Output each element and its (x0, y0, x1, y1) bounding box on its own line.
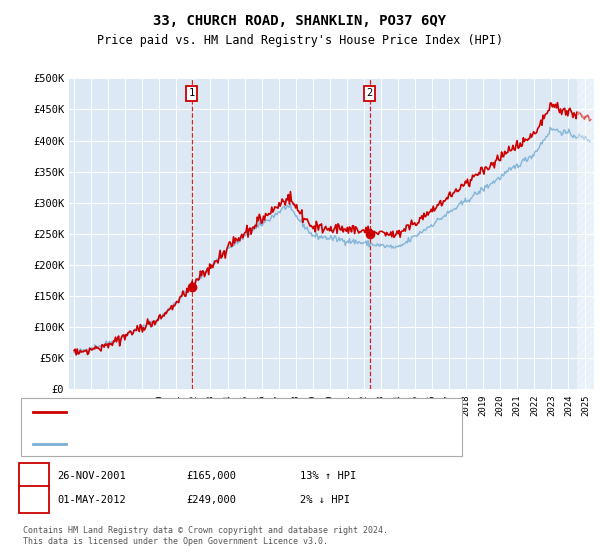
Text: 2: 2 (367, 88, 373, 99)
Text: Price paid vs. HM Land Registry's House Price Index (HPI): Price paid vs. HM Land Registry's House … (97, 34, 503, 46)
Text: 1: 1 (188, 88, 195, 99)
Text: HPI: Average price, detached house, Isle of Wight: HPI: Average price, detached house, Isle… (71, 438, 359, 449)
Text: 33, CHURCH ROAD, SHANKLIN, PO37 6QY: 33, CHURCH ROAD, SHANKLIN, PO37 6QY (154, 14, 446, 28)
Text: £165,000: £165,000 (186, 471, 236, 481)
Text: 01-MAY-2012: 01-MAY-2012 (57, 494, 126, 505)
Text: Contains HM Land Registry data © Crown copyright and database right 2024.
This d: Contains HM Land Registry data © Crown c… (23, 526, 388, 546)
Text: 26-NOV-2001: 26-NOV-2001 (57, 471, 126, 481)
Text: 33, CHURCH ROAD, SHANKLIN, PO37 6QY (detached house): 33, CHURCH ROAD, SHANKLIN, PO37 6QY (det… (71, 407, 376, 417)
Text: 13% ↑ HPI: 13% ↑ HPI (300, 471, 356, 481)
Text: 1: 1 (31, 471, 37, 481)
Text: £249,000: £249,000 (186, 494, 236, 505)
Text: 2% ↓ HPI: 2% ↓ HPI (300, 494, 350, 505)
Text: 2: 2 (31, 494, 37, 505)
